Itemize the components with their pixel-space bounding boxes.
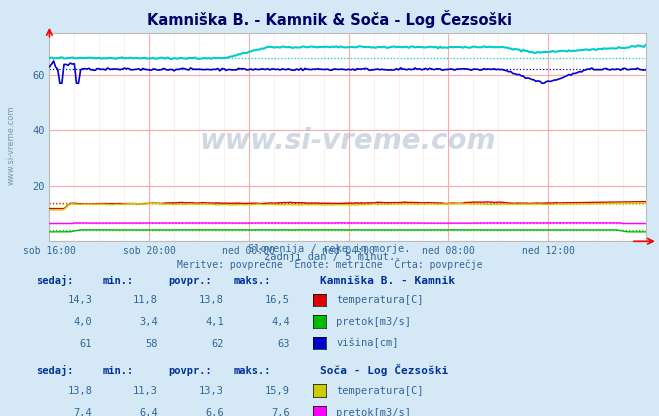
Text: Soča - Log Čezsoški: Soča - Log Čezsoški — [320, 364, 448, 376]
Text: 6,4: 6,4 — [140, 408, 158, 416]
Text: pretok[m3/s]: pretok[m3/s] — [336, 317, 411, 327]
Text: sedaj:: sedaj: — [36, 365, 74, 376]
Text: maks.:: maks.: — [234, 366, 272, 376]
Text: min.:: min.: — [102, 276, 133, 286]
Text: Slovenija / reke in morje.: Slovenija / reke in morje. — [248, 244, 411, 254]
Text: 11,3: 11,3 — [133, 386, 158, 396]
Text: Kamniška B. - Kamnik & Soča - Log Čezsoški: Kamniška B. - Kamnik & Soča - Log Čezsoš… — [147, 10, 512, 28]
Text: višina[cm]: višina[cm] — [336, 338, 399, 349]
Text: 15,9: 15,9 — [265, 386, 290, 396]
Text: min.:: min.: — [102, 366, 133, 376]
Text: www.si-vreme.com: www.si-vreme.com — [7, 106, 16, 186]
Text: www.si-vreme.com: www.si-vreme.com — [200, 127, 496, 156]
Text: pretok[m3/s]: pretok[m3/s] — [336, 408, 411, 416]
Text: 11,8: 11,8 — [133, 295, 158, 305]
Text: 4,1: 4,1 — [206, 317, 224, 327]
Text: 6,6: 6,6 — [206, 408, 224, 416]
Text: 4,0: 4,0 — [74, 317, 92, 327]
Text: 3,4: 3,4 — [140, 317, 158, 327]
Text: 13,8: 13,8 — [199, 295, 224, 305]
Text: 13,8: 13,8 — [67, 386, 92, 396]
Text: 62: 62 — [212, 339, 224, 349]
Text: Meritve: povprečne  Enote: metrične  Črta: povprečje: Meritve: povprečne Enote: metrične Črta:… — [177, 258, 482, 270]
Text: 61: 61 — [80, 339, 92, 349]
Text: povpr.:: povpr.: — [168, 366, 212, 376]
Text: Kamniška B. - Kamnik: Kamniška B. - Kamnik — [320, 276, 455, 286]
Text: 63: 63 — [277, 339, 290, 349]
Text: 7,6: 7,6 — [272, 408, 290, 416]
Text: maks.:: maks.: — [234, 276, 272, 286]
Text: temperatura[C]: temperatura[C] — [336, 295, 424, 305]
Text: 7,4: 7,4 — [74, 408, 92, 416]
Text: temperatura[C]: temperatura[C] — [336, 386, 424, 396]
Text: povpr.:: povpr.: — [168, 276, 212, 286]
Text: 16,5: 16,5 — [265, 295, 290, 305]
Text: 13,3: 13,3 — [199, 386, 224, 396]
Text: zadnji dan / 5 minut.: zadnji dan / 5 minut. — [264, 252, 395, 262]
Text: 58: 58 — [146, 339, 158, 349]
Text: 4,4: 4,4 — [272, 317, 290, 327]
Text: 14,3: 14,3 — [67, 295, 92, 305]
Text: sedaj:: sedaj: — [36, 275, 74, 286]
